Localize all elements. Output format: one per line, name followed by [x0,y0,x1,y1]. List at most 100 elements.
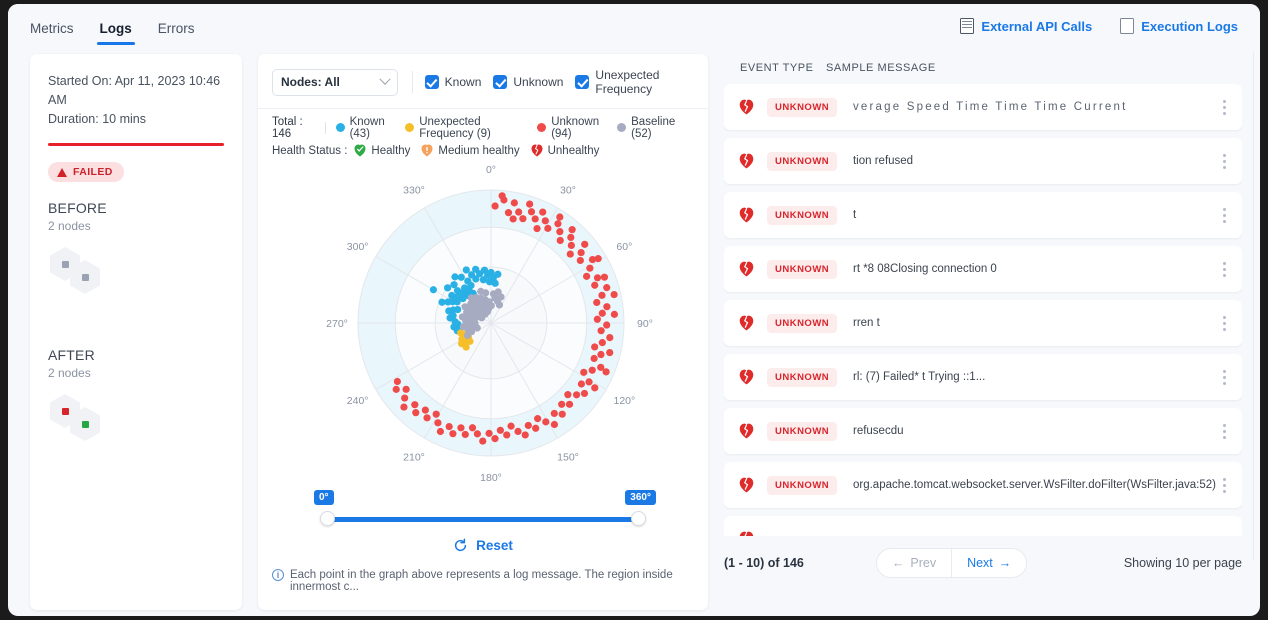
row-menu-button[interactable] [1216,315,1232,331]
per-page-label: Showing 10 per page [1123,556,1242,570]
legend-item-healthy: Healthy [354,144,410,157]
divider [1253,52,1254,560]
table-row[interactable]: UNKNOWN refusecdu [723,408,1242,454]
header-links: . External API Calls Execution Logs [960,18,1238,34]
legend-dot-icon [537,123,547,132]
svg-text:180°: 180° [480,472,502,484]
api-document-icon: . [960,18,975,34]
external-api-calls-link[interactable]: . External API Calls [960,18,1092,34]
log-row-list[interactable]: UNKNOWN verage Speed Time Time Time Curre… [723,84,1242,536]
series-known [429,265,502,335]
app-window: Metrics Logs Errors . External API Calls… [8,4,1260,616]
sample-message: org.apache.tomcat.websocket.server.WsFil… [852,479,1216,491]
sample-message: rt *8 08Closing connection 0 [852,263,997,275]
checkbox-icon[interactable] [575,75,590,89]
tab-errors[interactable]: Errors [158,4,195,48]
checkbox-unexpected-frequency[interactable]: Unexpected Frequency [575,68,694,96]
prev-page-label: Prev [910,556,937,570]
checkbox-unexpected-frequency-label: Unexpected Frequency [595,68,660,96]
reset-button-label: Reset [476,538,513,553]
slider-knob-max[interactable] [630,511,646,526]
polar-chart-svg: 0° 30° 60° 90° 120° 150° 180° 210° 240° 270° 300° 3… [326,164,653,484]
legend-item-known-label: Known (43) [349,115,385,140]
chart-legend: Total : 146 Known (43) Unexpected Freque… [258,109,708,160]
broken-heart-icon [739,423,754,439]
sample-message: rl: (7) Failed* t Trying ::1... [852,371,986,383]
svg-text:240°: 240° [347,395,369,407]
execution-logs-link[interactable]: Execution Logs [1120,18,1238,34]
health-status-label: Health Status : [271,144,348,157]
prev-page-button[interactable]: ← Prev [877,549,951,577]
slider-knob-min[interactable] [319,511,335,526]
legend-item-unexpected-frequency-label: Unexpected Frequency (9) [419,115,491,140]
checkbox-icon[interactable] [493,75,508,89]
tab-metrics[interactable]: Metrics [30,4,74,48]
broken-heart-icon [739,531,754,536]
pagination-buttons: ← Prev Next → [875,548,1028,578]
nodes-select-value: Nodes: All [280,75,340,89]
svg-text:90°: 90° [637,318,653,330]
row-menu-button[interactable] [1216,99,1232,115]
info-icon: i [271,569,284,581]
legend-item-unexpected-frequency: Unexpected Frequency (9) [405,116,526,140]
reset-button[interactable]: Reset [258,538,708,553]
before-node-group [48,247,224,295]
polar-scatter-chart[interactable]: 0° 30° 60° 90° 120° 150° 180° 210° 240° 270° 300° 3… [258,160,708,490]
row-menu-button[interactable] [1216,153,1232,169]
broken-heart-icon [739,153,754,169]
legend-item-unknown-label: Unknown (94) [551,115,600,140]
tab-logs[interactable]: Logs [96,4,136,48]
row-menu-button[interactable] [1216,423,1232,439]
arrow-right-icon: → [998,556,1012,570]
broken-heart-icon [739,477,754,493]
angle-range-slider[interactable]: 0° 360° [258,490,708,536]
table-row[interactable]: UNKNOWN org.apache.tomcat.websocket.serve… [723,462,1242,508]
slider-track[interactable] [327,517,638,522]
table-row[interactable]: UNKNOWN rl: (7) Failed* t Trying ::1... [723,354,1242,400]
checkbox-unknown[interactable]: Unknown [493,75,563,89]
chart-note-text: Each point in the graph above represents… [289,569,673,593]
svg-text:0°: 0° [486,164,496,176]
row-menu-button[interactable] [1216,369,1232,385]
event-type-badge: UNKNOWN [766,205,837,225]
sample-message: verage Speed Time Time Time Current [852,101,1128,113]
arrow-left-icon: ← [891,556,905,570]
row-menu-button[interactable] [1216,207,1232,223]
table-row[interactable]: UNKNOWN tion refused [723,138,1242,184]
table-row[interactable]: UNKNOWN verage Speed Time Time Time Curre… [723,84,1242,130]
checkbox-icon[interactable] [424,75,439,89]
nodes-select[interactable]: Nodes: All [271,68,398,96]
next-page-button[interactable]: Next → [951,549,1026,577]
svg-text:210°: 210° [403,451,425,463]
tab-errors-label: Errors [157,20,195,36]
table-row[interactable] [723,516,1242,536]
left-column: Started On: Apr 11, 2023 10:46 AM Durati… [8,48,242,616]
unhealthy-broken-heart-icon [531,144,543,157]
legend-item-known: Known (43) [335,115,395,140]
checkbox-known[interactable]: Known [424,75,481,89]
legend-item-unhealthy: Unhealthy [531,144,599,157]
table-row[interactable]: UNKNOWN rt *8 08Closing connection 0 [723,246,1242,292]
external-api-calls-label: External API Calls [981,18,1093,34]
row-menu-button[interactable] [1216,261,1232,277]
status-badge: FAILED [48,162,124,182]
legend-total: Total : 146 [271,115,303,140]
divider [324,121,326,134]
row-menu-button[interactable] [1216,477,1232,493]
legend-dot-icon [405,123,415,132]
table-row[interactable]: UNKNOWN t [723,192,1242,238]
table-row[interactable]: UNKNOWN rren t [723,300,1242,346]
legend-counts-row: Total : 146 Known (43) Unexpected Freque… [271,115,694,140]
status-badge-label: FAILED [73,166,113,178]
duration-text: Duration: 10 mins [48,112,146,126]
after-node-count: 2 nodes [48,366,91,380]
event-type-badge: UNKNOWN [766,367,837,387]
after-title: AFTER [48,347,95,363]
legend-item-medium-healthy-label: Medium healthy [438,144,520,157]
legend-dot-icon [335,123,345,132]
svg-text:60°: 60° [616,241,632,253]
top-tab-bar: Metrics Logs Errors . External API Calls… [8,4,1260,48]
tab-logs-label: Logs [99,20,132,36]
started-on-text: Started On: Apr 11, 2023 10:46 AM [48,74,221,107]
svg-text:150°: 150° [557,451,579,463]
